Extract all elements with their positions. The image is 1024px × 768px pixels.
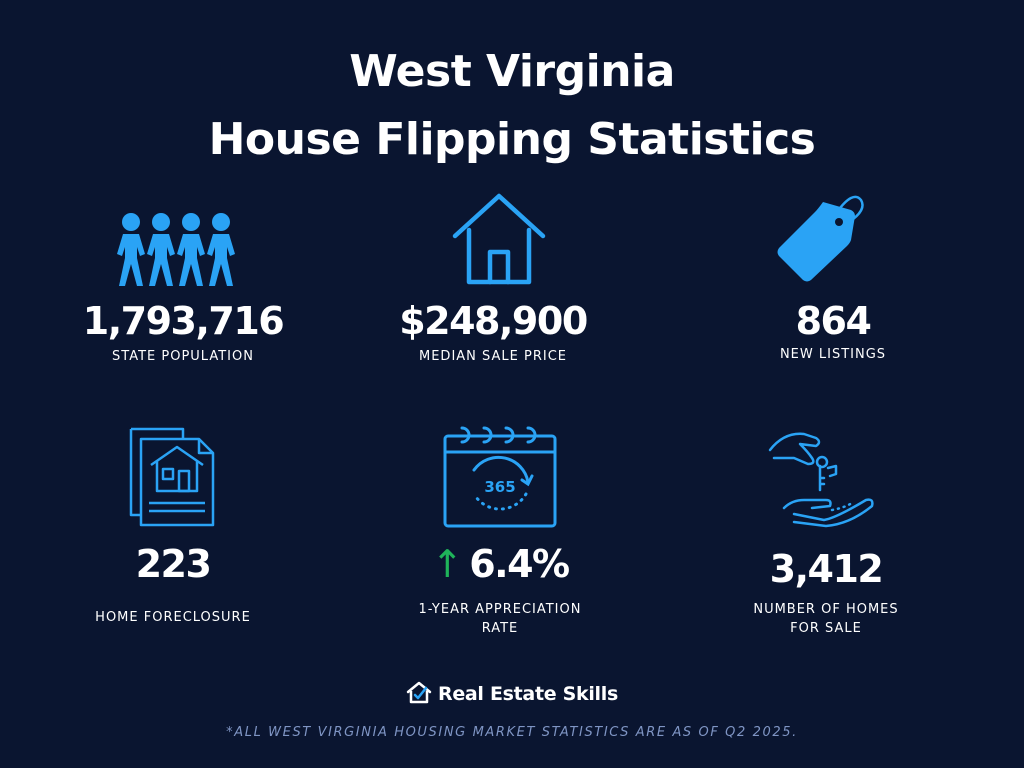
stat-label-line: HOME FORECLOSURE	[95, 610, 251, 625]
stat-median-sale-price: $248,900 MEDIAN SALE PRICE	[343, 190, 643, 370]
brand-name: Real Estate Skills	[437, 683, 618, 705]
footnote: *ALL WEST VIRGINIA HOUSING MARKET STATIS…	[226, 725, 798, 740]
house-icon	[452, 193, 546, 285]
hand-key-icon	[768, 432, 874, 528]
calendar-365-text: 365	[484, 478, 515, 496]
stat-label-line: STATE POPULATION	[112, 349, 254, 364]
stat-value: 1,793,716	[82, 299, 285, 343]
people-icon	[117, 213, 235, 286]
stat-label: STATE POPULATION	[33, 347, 333, 366]
stat-value-number: 6.4%	[469, 542, 570, 586]
stat-value: ↑ 6.4%	[350, 545, 650, 583]
up-arrow-icon: ↑	[431, 542, 464, 586]
stat-homes-for-sale: 3,412 NUMBER OF HOMES FOR SALE	[676, 428, 976, 638]
page-title-line-1: West Virginia	[349, 46, 675, 97]
brand-logo: Real Estate Skills	[0, 680, 1024, 705]
stat-label-line: RATE	[481, 621, 519, 636]
stat-home-foreclosure: 223 HOME FORECLOSURE	[23, 425, 323, 635]
stat-label: NEW LISTINGS	[683, 345, 983, 364]
stat-label: MEDIAN SALE PRICE	[343, 347, 643, 366]
foreclosure-document-icon	[129, 427, 215, 527]
stat-label-line: MEDIAN SALE PRICE	[419, 349, 567, 364]
stat-value: 223	[135, 542, 212, 586]
stat-value: 864	[795, 299, 872, 343]
page-title-line-2: House Flipping Statistics	[208, 114, 816, 165]
stat-label: HOME FORECLOSURE	[23, 608, 323, 627]
stat-label-line: 1-YEAR APPRECIATION	[418, 602, 582, 617]
stat-value: $248,900	[399, 299, 588, 343]
stat-new-listings: 864 NEW LISTINGS	[683, 188, 983, 368]
stat-label: NUMBER OF HOMES FOR SALE	[676, 600, 976, 638]
stat-label-line: FOR SALE	[790, 621, 862, 636]
stat-label-line: NUMBER OF HOMES	[753, 602, 899, 617]
stat-state-population: 1,793,716 STATE POPULATION	[33, 205, 333, 375]
stat-value: 3,412	[769, 547, 884, 591]
house-check-logo-icon	[406, 681, 432, 704]
stat-label-line: NEW LISTINGS	[779, 347, 887, 362]
calendar-365-icon: 365	[443, 426, 557, 528]
stat-label: 1-YEAR APPRECIATION RATE	[350, 600, 650, 638]
price-tag-icon	[777, 195, 864, 282]
stat-appreciation-rate: 365 ↑ 6.4% 1-YEAR APPRECIATION RATE	[350, 422, 650, 642]
